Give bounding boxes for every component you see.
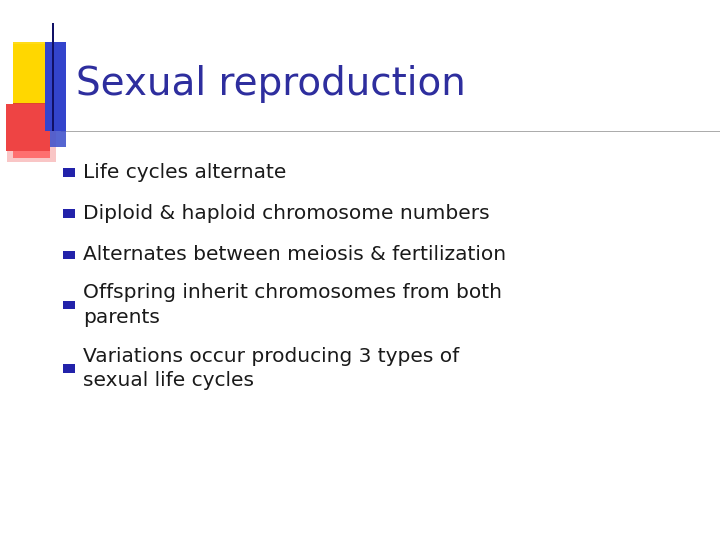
FancyBboxPatch shape (13, 144, 50, 158)
Text: Offspring inherit chromosomes from both
parents: Offspring inherit chromosomes from both … (83, 284, 502, 327)
FancyBboxPatch shape (63, 209, 75, 218)
Text: Life cycles alternate: Life cycles alternate (83, 163, 286, 183)
FancyBboxPatch shape (45, 42, 66, 131)
FancyBboxPatch shape (63, 251, 75, 259)
Text: Variations occur producing 3 types of
sexual life cycles: Variations occur producing 3 types of se… (83, 347, 459, 390)
FancyBboxPatch shape (13, 44, 50, 103)
FancyBboxPatch shape (63, 301, 75, 309)
FancyBboxPatch shape (13, 103, 50, 147)
FancyBboxPatch shape (46, 42, 66, 131)
Text: Alternates between meiosis & fertilization: Alternates between meiosis & fertilizati… (83, 245, 506, 265)
FancyBboxPatch shape (6, 104, 50, 151)
FancyBboxPatch shape (13, 42, 50, 104)
FancyBboxPatch shape (63, 364, 75, 373)
FancyBboxPatch shape (63, 168, 75, 177)
Text: Sexual reproduction: Sexual reproduction (76, 65, 465, 103)
FancyBboxPatch shape (52, 23, 54, 131)
FancyBboxPatch shape (7, 105, 56, 162)
Text: Diploid & haploid chromosome numbers: Diploid & haploid chromosome numbers (83, 204, 490, 223)
FancyBboxPatch shape (46, 130, 66, 147)
